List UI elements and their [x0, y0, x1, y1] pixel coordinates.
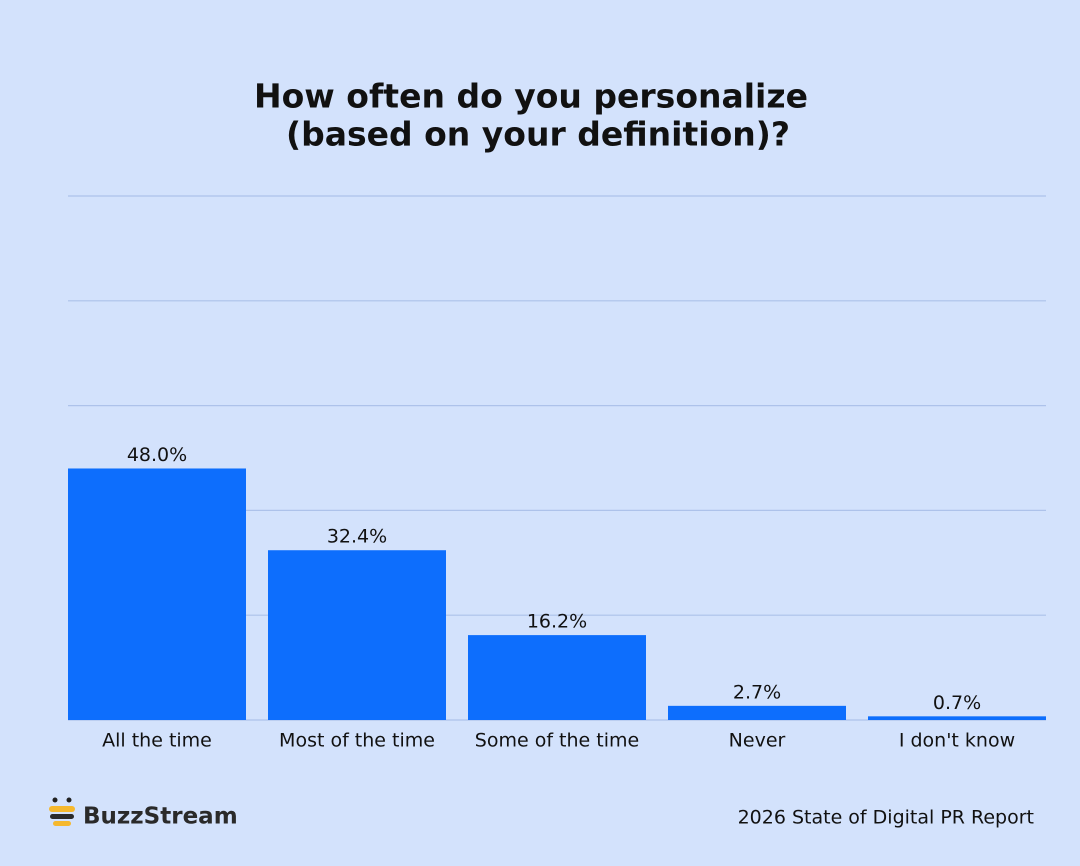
x-tick-label: I don't know [899, 730, 1015, 752]
value-label: 0.7% [933, 692, 981, 714]
value-label: 2.7% [733, 681, 781, 703]
x-tick-label: Most of the time [279, 730, 435, 752]
value-label: 48.0% [127, 444, 187, 466]
value-label: 16.2% [527, 611, 587, 633]
source: 2026 State of Digital PR Report [738, 807, 1034, 829]
chart-title: How often do you personalize [254, 77, 808, 116]
bar [868, 716, 1046, 720]
bar [668, 705, 846, 720]
bar [268, 550, 446, 720]
bar [468, 635, 646, 720]
x-tick-label: Some of the time [475, 730, 639, 752]
value-label: 32.4% [327, 526, 387, 548]
chart-title: (based on your definition)? [286, 115, 790, 154]
x-tick-label: All the time [102, 730, 212, 752]
x-tick-label: Never [729, 730, 786, 752]
brand-logo [49, 797, 75, 826]
bar [68, 468, 246, 720]
brand-name: BuzzStream [83, 804, 238, 830]
